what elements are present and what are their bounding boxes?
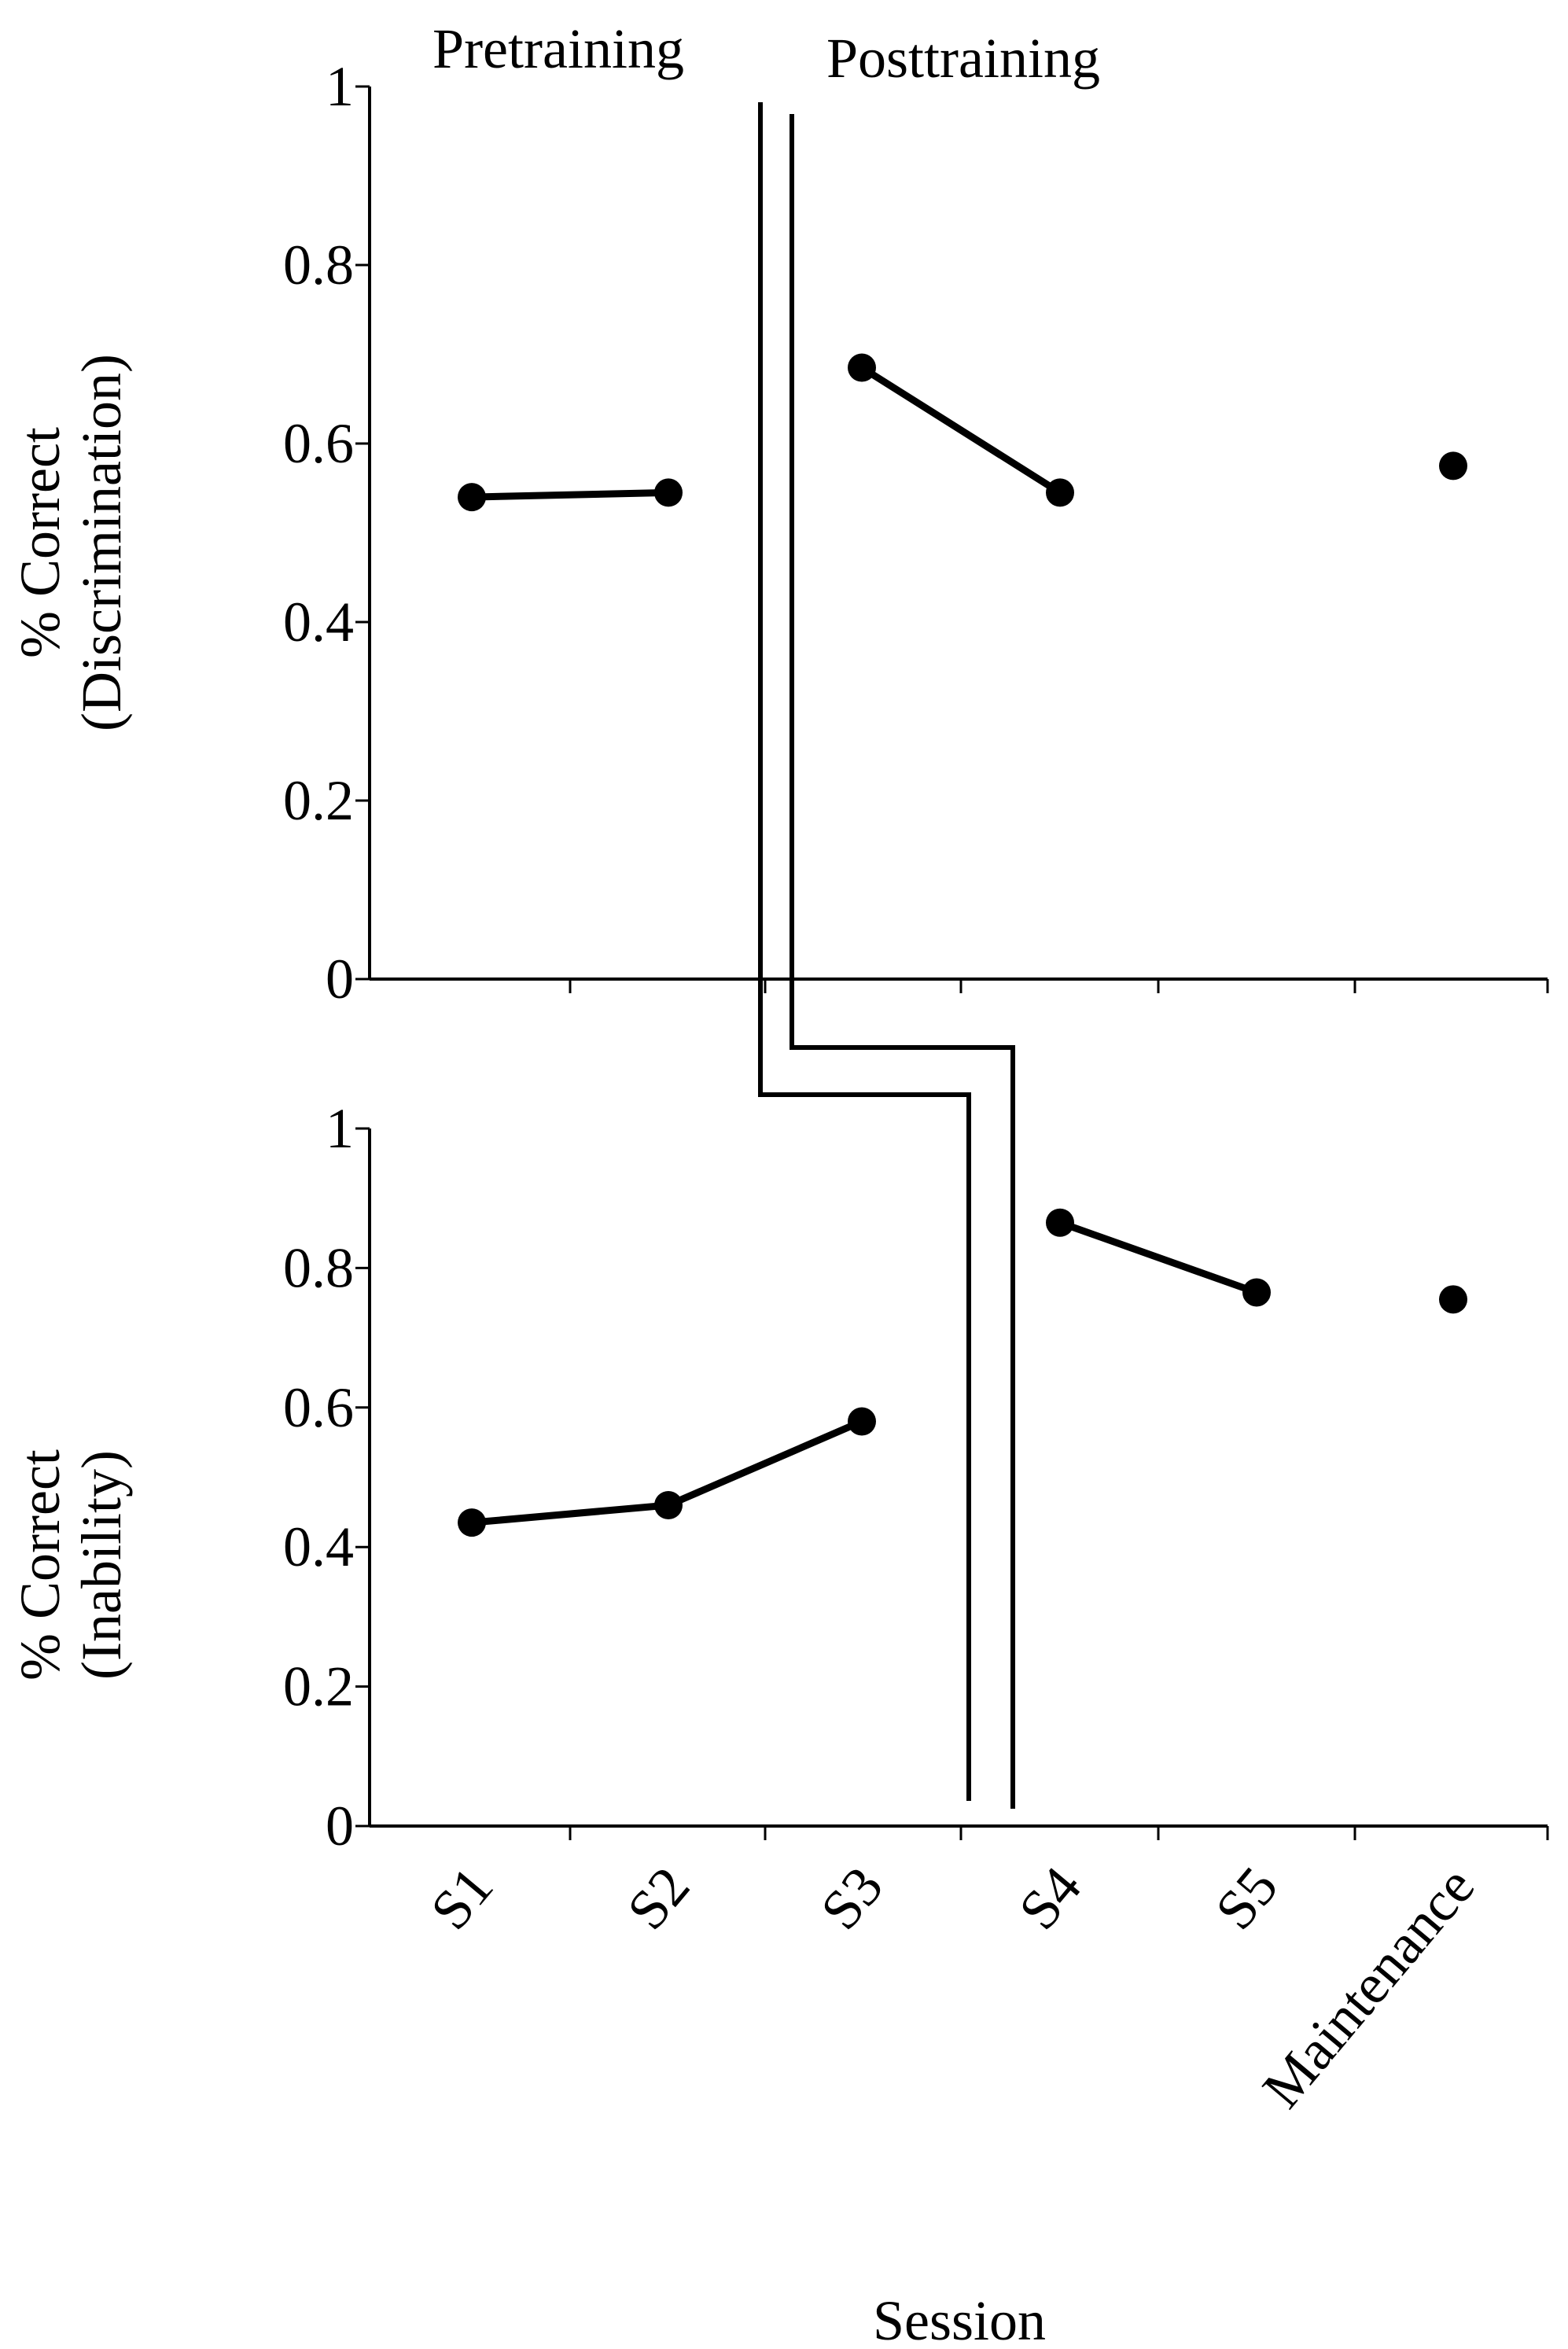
- top-data-point: [1439, 451, 1467, 480]
- bottom-data-point: [1439, 1285, 1467, 1314]
- bottom-y-tick-label: 0.6: [283, 1376, 354, 1439]
- top-data-point: [654, 478, 683, 507]
- x-tick-label: S5: [1203, 1855, 1290, 1942]
- top-series-line: [471, 488, 669, 501]
- x-tick-label: S3: [808, 1855, 895, 1942]
- top-data-point: [848, 353, 876, 382]
- top-y-tick-label: 0.4: [283, 591, 354, 654]
- bottom-ylabel-line-2: (Inability): [70, 1450, 133, 1680]
- top-y-tick-label: 1: [326, 55, 354, 118]
- bottom-y-tick-label: 0.8: [283, 1236, 354, 1299]
- top-ylabel-line-2: (Discrimination): [70, 354, 133, 731]
- top-data-point: [1046, 478, 1074, 507]
- x-axis-label: Session: [873, 2289, 1046, 2349]
- bottom-y-tick-label: 0: [326, 1795, 354, 1857]
- top-data-marks: [458, 353, 1467, 512]
- top-ylabel-line-1: % Correct: [9, 427, 72, 658]
- bottom-y-tick-label: 0.4: [283, 1515, 354, 1578]
- top-y-tick-label: 0.8: [283, 234, 354, 296]
- bottom-data-marks: [458, 1208, 1467, 1537]
- bottom-y-tick-label: 0.2: [283, 1655, 354, 1718]
- phase-change-line: [758, 102, 1015, 1809]
- x-tick-label: S1: [418, 1855, 505, 1942]
- top-y-tick-label: 0: [326, 948, 354, 1011]
- bottom-series-line: [1058, 1219, 1258, 1296]
- bottom-axes: 0 0.2 0.4 0.6 0.8 1: [283, 1097, 1549, 1857]
- phase-label-pretraining: Pretraining: [432, 17, 684, 80]
- bottom-ylabel-line-1: % Correct: [9, 1449, 72, 1681]
- top-series-line: [859, 364, 1062, 496]
- top-axes: 0 0.2 0.4 0.6 0.8 1: [283, 55, 1549, 1011]
- phase-change-line-inner: [790, 114, 1015, 1809]
- bottom-y-tick-label: 1: [326, 1097, 354, 1160]
- bottom-data-point: [458, 1508, 486, 1537]
- top-y-tick-label: 0.6: [283, 412, 354, 475]
- bottom-data-point: [654, 1490, 683, 1519]
- bottom-panel: % Correct (Inability) 0 0.2 0.4 0.6 0.8 1 S1 S…: [9, 1097, 1549, 2349]
- top-data-point: [458, 483, 486, 512]
- bottom-data-point: [1242, 1278, 1271, 1307]
- x-tick-label: S2: [615, 1855, 701, 1942]
- phase-label-posttraining: Posttraining: [826, 27, 1100, 90]
- top-ylabel: % Correct (Discrimination): [9, 354, 133, 731]
- bottom-data-point: [1046, 1208, 1074, 1237]
- x-tick-label: S4: [1007, 1855, 1093, 1942]
- phase-change-line-outer: [758, 102, 971, 1801]
- bottom-ylabel: % Correct (Inability): [9, 1449, 133, 1681]
- bottom-data-point: [848, 1407, 876, 1436]
- top-y-tick-label: 0.2: [283, 769, 354, 832]
- top-panel: Pretraining Posttraining % Correct (Disc…: [9, 17, 1549, 1011]
